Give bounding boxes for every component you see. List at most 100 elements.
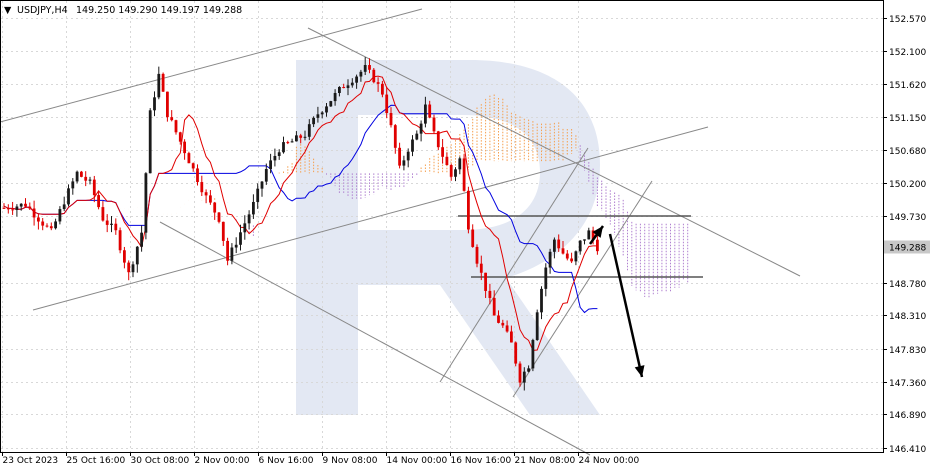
candle: [346, 79, 350, 96]
candle: [535, 309, 539, 341]
plot-frame: [0, 0, 884, 453]
candle: [84, 171, 88, 187]
candle: [290, 138, 294, 143]
candle: [204, 189, 208, 204]
candle: [49, 222, 53, 231]
support-resistance-levels: [458, 215, 703, 278]
candle: [381, 80, 384, 98]
candle: [402, 155, 406, 171]
trend-lines: [0, 8, 801, 456]
candle: [131, 261, 135, 278]
candle: [88, 176, 92, 185]
x-tick-label: 30 Oct 08:00: [131, 456, 190, 466]
candle: [127, 260, 131, 281]
candle: [445, 152, 449, 166]
forecast-arrow: [588, 225, 645, 378]
tenkan-line: [3, 75, 598, 351]
candle: [256, 183, 260, 209]
candle: [269, 153, 272, 174]
candle: [295, 131, 298, 142]
candle: [449, 163, 453, 181]
candle: [419, 120, 423, 142]
candle: [398, 142, 401, 169]
candle: [355, 74, 358, 89]
candle: [385, 86, 389, 119]
candle: [316, 106, 320, 123]
candle: [247, 210, 251, 230]
candle: [350, 78, 354, 88]
candle: [338, 86, 341, 97]
candle: [273, 148, 277, 167]
candle: [58, 206, 62, 225]
candle: [325, 103, 328, 117]
candle: [71, 178, 75, 195]
candle: [570, 252, 573, 264]
tenkan-sen: [3, 75, 598, 351]
candle: [161, 72, 165, 92]
candle: [183, 139, 186, 160]
candle: [234, 237, 238, 254]
candle: [531, 338, 535, 372]
candle: [24, 198, 27, 208]
candle: [226, 237, 229, 266]
candle: [389, 107, 393, 128]
candle: [548, 248, 552, 274]
candle: [329, 100, 333, 107]
candle: [200, 175, 204, 196]
candle: [522, 367, 526, 391]
x-tick-label: 24 Nov 00:00: [579, 456, 640, 466]
candle: [187, 151, 191, 164]
candle: [428, 100, 432, 119]
candle: [28, 202, 32, 211]
candle: [497, 310, 500, 324]
candle: [488, 283, 492, 305]
candle: [307, 119, 311, 141]
candle: [32, 200, 36, 226]
candle: [101, 200, 105, 222]
candle: [333, 89, 337, 106]
candle: [15, 204, 19, 217]
candle: [213, 201, 217, 220]
candle: [114, 218, 118, 235]
y-tick-label: 149.730: [889, 213, 926, 223]
candle: [166, 91, 169, 122]
brand-watermark: [296, 60, 600, 415]
candle: [148, 108, 152, 174]
current-price-tag: 149.288: [884, 240, 930, 254]
candle: [45, 223, 49, 228]
x-tick-label: 23 Oct 2023: [3, 456, 59, 466]
y-tick-label: 152.570: [889, 15, 926, 25]
x-tick-label: 14 Nov 00:00: [387, 456, 448, 466]
candle: [587, 227, 591, 240]
price-axis[interactable]: 152.570 152.100 151.620 151.150 150.680 150.2…: [883, 15, 926, 455]
y-tick-label: 147.830: [889, 346, 926, 356]
rising-channel-upper: [512, 180, 653, 398]
candle: [510, 325, 513, 343]
candle: [454, 167, 457, 182]
candle: [140, 225, 143, 252]
current-price-label: 149.288: [889, 244, 926, 254]
x-tick-label: 9 Nov 08:00: [323, 456, 378, 466]
candle: [479, 255, 483, 281]
candle: [475, 244, 479, 268]
kijun-line: [3, 104, 598, 314]
candle: [110, 215, 113, 233]
candle: [501, 319, 505, 328]
candles: [2, 57, 599, 391]
time-axis[interactable]: 23 Oct 2023 25 Oct 16:00 30 Oct 08:00 2 Nov…: [2, 452, 640, 466]
candle: [540, 286, 543, 320]
candle: [441, 139, 444, 164]
candle: [230, 243, 234, 265]
x-tick-label: 21 Nov 08:00: [515, 456, 576, 466]
candle: [191, 162, 195, 172]
candle: [105, 214, 109, 233]
candle: [37, 213, 40, 230]
candle: [41, 218, 45, 231]
y-tick-label: 150.200: [889, 180, 926, 190]
candle: [277, 149, 281, 160]
descending-resistance-line: [307, 27, 801, 277]
candle: [92, 175, 96, 203]
candle: [561, 241, 565, 255]
candle: [557, 234, 561, 252]
